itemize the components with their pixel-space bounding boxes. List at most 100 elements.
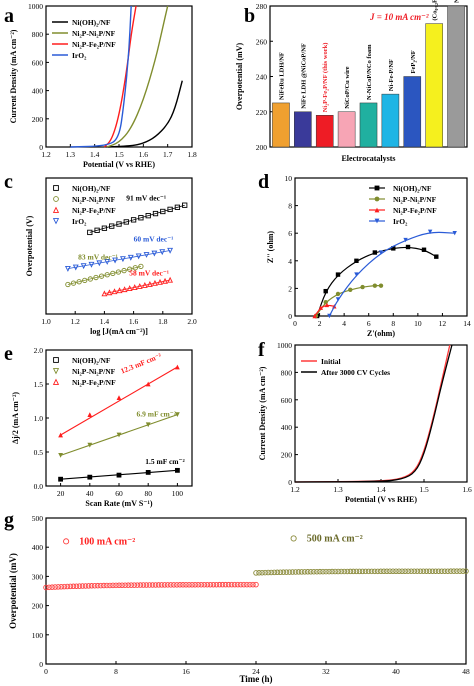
panel-c-point <box>182 202 188 208</box>
panel-c-point <box>65 281 71 288</box>
panel-f-xtick-label: 1.5 <box>419 485 429 494</box>
panel-b-ytick-label: 220 <box>256 108 268 117</box>
panel-g-ytick-label: 400 <box>32 543 44 552</box>
panel-a-ytick-label: 400 <box>32 87 44 96</box>
panel-d-point <box>312 313 317 319</box>
panel-d-series-line <box>328 231 455 317</box>
panel-a-xtick-label: 1.4 <box>90 150 100 159</box>
panel-g-point <box>238 581 244 588</box>
panel-a-series-line <box>70 5 132 148</box>
panel-g-point <box>198 581 204 588</box>
panel-e-fit-line <box>60 366 178 436</box>
panel-g-point <box>417 568 424 574</box>
panel-c-point <box>76 279 82 285</box>
panel-b-category-label: (Co₀.₅₂Fe₀.₄₈)P ribbon <box>432 0 439 21</box>
panel-e-ytick-label: 0.5 <box>34 448 44 457</box>
panel-c-xtick-label: 1.4 <box>100 317 110 326</box>
panel-g-point <box>454 568 460 574</box>
panel-g-point <box>423 568 430 574</box>
panel-e-point <box>87 474 93 480</box>
panel-g-point <box>46 584 52 591</box>
panel-c-slope-label: 83 mV dec⁻¹ <box>78 253 118 262</box>
panel-b-category-label: NiCoP/NF <box>454 0 461 3</box>
panel-g-point <box>219 581 226 588</box>
panel-e-point <box>175 467 180 473</box>
panel-a-legend-label: IrO₂ <box>72 51 87 60</box>
panel-g-point <box>298 569 305 575</box>
panel-g-legend-label: 500 mA cm⁻² <box>307 533 363 544</box>
panel-a-ytick-label: 0 <box>39 143 43 152</box>
panel-g-ytick-label: 300 <box>32 572 44 581</box>
panel-a-xtick-label: 1.3 <box>66 150 76 159</box>
panel-g-point <box>143 582 150 588</box>
panel-g-point <box>268 569 274 576</box>
panel-g-point <box>222 581 229 588</box>
panel-g-point <box>256 570 262 576</box>
panel-b-bar <box>403 76 422 148</box>
panel-d-ytick-label: 4 <box>288 257 292 266</box>
panel-b-ylabel: Overpotential (mV) <box>235 43 244 111</box>
panel-g-point <box>289 569 296 575</box>
panel-c-fit-line <box>104 279 171 294</box>
panel-g-point <box>323 568 329 575</box>
panel-f-ytick-label: 200 <box>281 451 293 460</box>
panel-a-legend-label: Ni₂P-Ni₂P/NF <box>72 29 116 38</box>
panel-a-series-line <box>106 80 183 148</box>
panel-c-point <box>94 227 100 233</box>
panel-g-point <box>280 569 287 575</box>
panel-g-point <box>277 569 284 575</box>
panel-c-point <box>87 276 94 282</box>
panel-g-point <box>286 569 293 575</box>
panel-label-e: e <box>4 343 13 365</box>
panel-g-point <box>171 582 177 588</box>
panel-e-xtick-label: 60 <box>115 489 123 498</box>
panel-e-point <box>87 442 93 448</box>
panel-g-point <box>94 582 101 589</box>
panel-g-point <box>362 568 369 575</box>
panel-g-point <box>195 581 201 588</box>
panel-c-legend-marker <box>52 206 60 213</box>
panel-g-point <box>250 581 256 588</box>
panel-g-point <box>79 583 86 589</box>
panel-e-ytick-label: 1.0 <box>34 414 44 423</box>
panel-c-point <box>101 225 108 231</box>
panel-d-point <box>372 283 378 288</box>
panel-f-series-line <box>294 344 453 483</box>
panel-b-bar <box>425 23 443 148</box>
panel-a-series-line <box>106 5 169 148</box>
panel-e-point <box>116 395 122 400</box>
panel-g-point <box>76 583 83 589</box>
panel-g-point <box>314 568 320 575</box>
panel-b-ytick-label: 280 <box>256 2 268 11</box>
panel-g-point <box>317 568 323 575</box>
panel-c-point <box>145 213 151 219</box>
panel-g-point <box>295 569 302 575</box>
panel-g-point <box>201 581 208 588</box>
panel-d-ytick-label: 10 <box>285 174 293 183</box>
panel-g-point <box>356 568 363 575</box>
panel-a-ytick-label: 200 <box>32 115 44 124</box>
panel-g-point <box>177 582 183 588</box>
panel-g-point <box>402 568 408 574</box>
panel-c-point <box>87 229 93 236</box>
panel-g-point <box>335 568 341 575</box>
panel-g-point <box>210 581 217 588</box>
panel-f-series-line <box>294 344 451 483</box>
panel-e-legend-label: Ni₂P-Fe₂P/NF <box>72 378 116 387</box>
panel-g-point <box>241 581 247 588</box>
panel-a-frame <box>45 5 193 148</box>
panel-c-point <box>82 277 88 283</box>
panel-d-legend-marker <box>374 185 380 191</box>
panel-label-d: d <box>258 171 269 193</box>
panel-d-point <box>335 297 341 302</box>
panel-c-point <box>130 217 137 223</box>
panel-d-series-line <box>314 304 335 317</box>
panel-c-point <box>132 265 138 271</box>
panel-b-category-label: Ni-Fe-P/NF <box>388 59 395 91</box>
panel-g-point <box>311 568 317 575</box>
panel-e-point <box>58 432 63 438</box>
panel-g-point <box>67 583 74 590</box>
panel-d-point <box>354 272 359 277</box>
panel-d-ytick-label: 0 <box>288 312 292 321</box>
panel-d-point <box>318 305 323 310</box>
